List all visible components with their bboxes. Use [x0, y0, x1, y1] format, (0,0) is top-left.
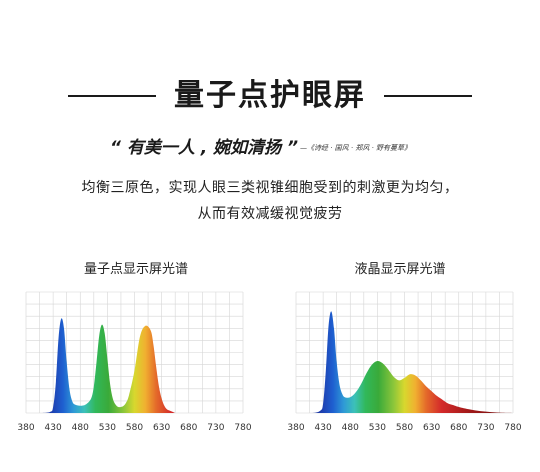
x-tick-label: 580 [126, 423, 143, 433]
title-rule-right [384, 95, 472, 97]
title-rule-left [68, 95, 156, 97]
chart-title-quantum-dot: 量子点显示屏光谱 [83, 262, 188, 277]
x-tick-label: 630 [153, 423, 170, 433]
x-tick-label: 480 [342, 423, 359, 433]
spectrum-area [26, 318, 243, 413]
x-tick-label: 680 [450, 423, 467, 433]
x-tick-label: 780 [504, 423, 521, 433]
x-tick-label: 780 [234, 423, 251, 433]
x-tick-label: 530 [99, 423, 116, 433]
x-tick-label: 430 [315, 423, 332, 433]
x-tick-label: 380 [287, 423, 304, 433]
quote-source: —《诗经 · 国风 · 郑风 · 野有蔓草》 [300, 144, 412, 152]
x-tick-label: 480 [72, 423, 89, 433]
page-title: 量子点护眼屏 [174, 78, 366, 113]
quote-text: “ 有美一人 , 婉如清扬 ” [110, 138, 299, 158]
x-tick-label: 580 [396, 423, 413, 433]
x-tick-label: 630 [423, 423, 440, 433]
quote-row: “ 有美一人 , 婉如清扬 ” —《诗经 · 国风 · 郑风 · 野有蔓草》 [0, 136, 540, 160]
x-tick-label: 530 [369, 423, 386, 433]
description-line-1: 均衡三原色，实现人眼三类视锥细胞受到的刺激更为均匀， [81, 180, 459, 196]
spectrum-area [296, 311, 513, 413]
x-tick-label: 730 [207, 423, 224, 433]
x-tick-label: 380 [17, 423, 34, 433]
lcd-spectrum-chart: 380 430 480 530 580 630 680 730 780 [287, 291, 522, 433]
chart-title-lcd: 液晶显示屏光谱 [354, 262, 446, 277]
quantum-dot-spectrum-chart: 380 430 480 530 580 630 680 730 780 [17, 291, 252, 433]
description-line-2: 从而有效减缓视觉疲劳 [197, 206, 343, 222]
title-row: 量子点护眼屏 [0, 76, 540, 116]
x-tick-label: 430 [45, 423, 62, 433]
x-tick-label: 730 [477, 423, 494, 433]
x-tick-label: 680 [180, 423, 197, 433]
